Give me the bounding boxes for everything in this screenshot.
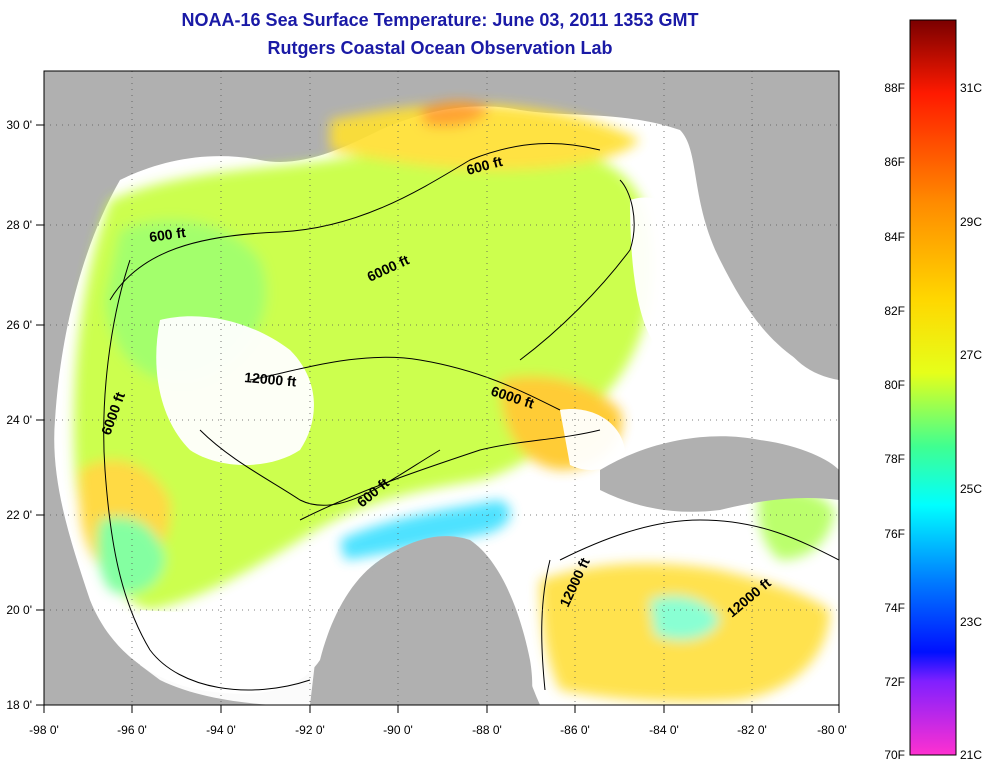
- map-title: NOAA-16 Sea Surface Temperature: June 03…: [181, 10, 699, 30]
- lat-label: 30 0': [6, 118, 32, 132]
- map-subtitle: Rutgers Coastal Ocean Observation Lab: [267, 38, 613, 58]
- colorbar-f-label: 84F: [884, 230, 905, 244]
- colorbar-f-label: 78F: [884, 452, 905, 466]
- colorbar-c-label: 23C: [960, 615, 982, 629]
- axis-ticks: [36, 124, 840, 713]
- longitude-labels: -98 0' -96 0' -94 0' -92 0' -90 0' -88 0…: [29, 723, 847, 737]
- lat-label: 20 0': [6, 603, 32, 617]
- lon-label: -92 0': [295, 723, 325, 737]
- bathymetry-contours: [103, 142, 839, 691]
- colorbar: [909, 19, 957, 756]
- latitude-labels: 18 0' 20 0' 22 0' 24 0' 26 0' 28 0' 30 0…: [6, 118, 32, 712]
- colorbar-f-label: 82F: [884, 304, 905, 318]
- colorbar-c-label: 29C: [960, 215, 982, 229]
- map-area: 600 ft 600 ft 6000 ft 12000 ft 6000 ft 6…: [44, 71, 839, 705]
- mexico-south-land: [44, 600, 280, 705]
- graticule: [44, 71, 839, 705]
- colorbar-c-label: 27C: [960, 348, 982, 362]
- lon-label: -96 0': [117, 723, 147, 737]
- colorbar-f-label: 72F: [884, 675, 905, 689]
- colorbar-f-label: 76F: [884, 527, 905, 541]
- lat-label: 28 0': [6, 218, 32, 232]
- map-frame: [43, 70, 840, 706]
- cloud-patches: [140, 197, 703, 705]
- contour-label: 12000 ft: [244, 369, 298, 390]
- lat-label: 24 0': [6, 413, 32, 427]
- colorbar-f-label: 88F: [884, 81, 905, 95]
- colorbar-fahrenheit-labels: 88F 86F 84F 82F 80F 78F 76F 74F 72F 70F: [884, 81, 905, 762]
- lon-label: -86 0': [560, 723, 590, 737]
- colorbar-c-label: 21C: [960, 748, 982, 762]
- lon-label: -84 0': [649, 723, 679, 737]
- lat-label: 26 0': [6, 318, 32, 332]
- colorbar-f-label: 86F: [884, 155, 905, 169]
- colorbar-f-label: 80F: [884, 378, 905, 392]
- lon-label: -88 0': [472, 723, 502, 737]
- cuba-land: [600, 436, 839, 512]
- yucatan-land: [346, 536, 533, 705]
- florida-land: [700, 71, 839, 380]
- contour-label: 600 ft: [148, 224, 187, 245]
- lon-label: -98 0': [29, 723, 59, 737]
- colorbar-c-label: 25C: [960, 482, 982, 496]
- lon-label: -80 0': [817, 723, 847, 737]
- lat-label: 22 0': [6, 508, 32, 522]
- lon-label: -90 0': [383, 723, 413, 737]
- lat-label: 18 0': [6, 698, 32, 712]
- colorbar-f-label: 70F: [884, 748, 905, 762]
- lon-label: -82 0': [737, 723, 767, 737]
- lon-label: -94 0': [206, 723, 236, 737]
- colorbar-f-label: 74F: [884, 601, 905, 615]
- colorbar-celsius-labels: 31C 29C 27C 25C 23C 21C: [960, 81, 982, 762]
- colorbar-c-label: 31C: [960, 81, 982, 95]
